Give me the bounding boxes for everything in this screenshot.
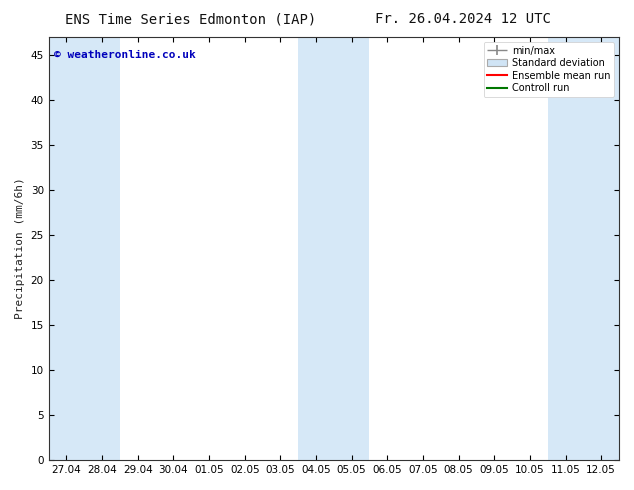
Text: Fr. 26.04.2024 12 UTC: Fr. 26.04.2024 12 UTC bbox=[375, 12, 551, 26]
Y-axis label: Precipitation (mm/6h): Precipitation (mm/6h) bbox=[15, 178, 25, 319]
Bar bbox=[298, 37, 370, 460]
Bar bbox=[49, 37, 120, 460]
Bar bbox=[548, 37, 619, 460]
Text: © weatheronline.co.uk: © weatheronline.co.uk bbox=[55, 50, 196, 60]
Legend: min/max, Standard deviation, Ensemble mean run, Controll run: min/max, Standard deviation, Ensemble me… bbox=[484, 42, 614, 97]
Text: ENS Time Series Edmonton (IAP): ENS Time Series Edmonton (IAP) bbox=[65, 12, 316, 26]
